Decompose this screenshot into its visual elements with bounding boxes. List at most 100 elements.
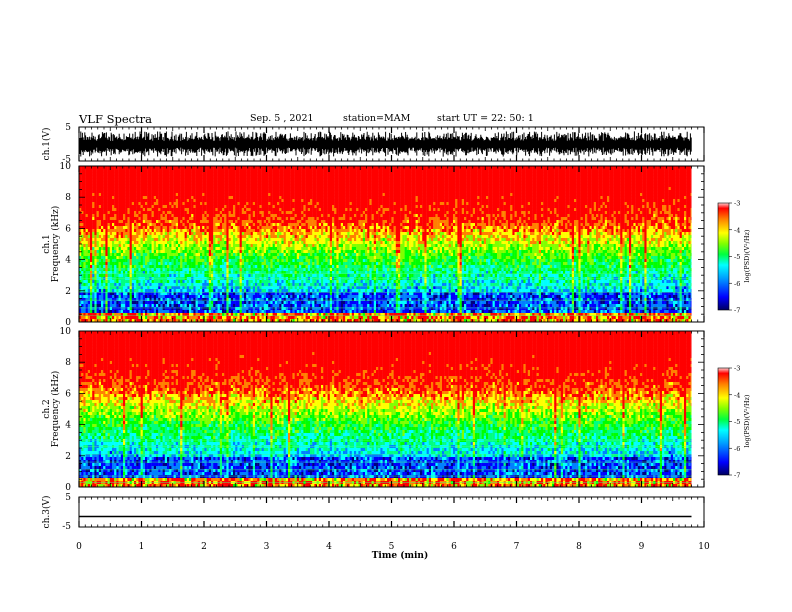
spectrogram-cell	[275, 193, 277, 196]
spectrogram-cell	[165, 283, 167, 286]
spectrogram-cell	[257, 301, 259, 304]
spectrogram-cell	[83, 205, 85, 208]
spectrogram-cell	[189, 262, 191, 265]
spectrogram-cell	[218, 238, 220, 241]
spectrogram-cell	[248, 316, 250, 319]
spectrogram-cell	[88, 238, 90, 241]
spectrogram-cell	[103, 175, 105, 178]
spectrogram-cell	[200, 196, 202, 199]
spectrogram-cell	[237, 190, 239, 193]
spectrogram-cell	[264, 232, 266, 235]
spectrogram-cell	[187, 253, 189, 256]
spectrogram-cell	[130, 187, 132, 190]
spectrogram-cell	[198, 280, 200, 283]
spectrogram-cell	[121, 199, 123, 202]
spectrogram-cell	[101, 265, 103, 268]
spectrogram-cell	[105, 301, 107, 304]
spectrogram-cell	[233, 208, 235, 211]
spectrogram-cell	[259, 295, 261, 298]
spectrogram-cell	[218, 190, 220, 193]
spectrogram-cell	[134, 283, 136, 286]
spectrogram-cell	[88, 247, 90, 250]
spectrogram-cell	[185, 298, 187, 301]
spectrogram-cell	[145, 259, 147, 262]
spectrogram-cell	[125, 280, 127, 283]
spectrogram-cell	[105, 235, 107, 238]
spectrogram-cell	[156, 244, 158, 247]
spectrogram-cell	[237, 223, 239, 226]
spectrogram-cell	[156, 265, 158, 268]
spectrogram-cell	[127, 187, 129, 190]
spectrogram-cell	[112, 217, 114, 220]
spectrogram-cell	[105, 217, 107, 220]
spectrogram-cell	[97, 247, 99, 250]
spectrogram-cell	[209, 169, 211, 172]
spectrogram-cell	[176, 283, 178, 286]
spectrogram-cell	[125, 256, 127, 259]
spectrogram-cell	[97, 274, 99, 277]
spectrogram-cell	[251, 307, 253, 310]
spectrogram-cell	[200, 217, 202, 220]
spectrogram-cell	[218, 265, 220, 268]
spectrogram-cell	[277, 241, 279, 244]
spectrogram-cell	[209, 307, 211, 310]
spectrogram-cell	[169, 256, 171, 259]
spectrogram-cell	[90, 247, 92, 250]
spectrogram-cell	[257, 280, 259, 283]
spectrogram-cell	[222, 307, 224, 310]
spectrogram-cell	[240, 199, 242, 202]
spectrogram-cell	[86, 265, 88, 268]
spectrogram-cell	[235, 286, 237, 289]
spectrogram-cell	[143, 226, 145, 229]
spectrogram-cell	[264, 301, 266, 304]
spectrogram-cell	[143, 265, 145, 268]
spectrogram-cell	[202, 193, 204, 196]
spectrogram-cell	[94, 175, 96, 178]
spectrogram-cell	[141, 307, 143, 310]
spectrogram-cell	[200, 289, 202, 292]
spectrogram-cell	[231, 220, 233, 223]
spectrogram-cell	[123, 175, 125, 178]
spectrogram-cell	[88, 301, 90, 304]
spectrogram-cell	[97, 265, 99, 268]
spectrogram-cell	[207, 229, 209, 232]
spectrogram-cell	[163, 298, 165, 301]
spectrogram-cell	[86, 220, 88, 223]
spectrogram-cell	[101, 208, 103, 211]
spectrogram-cell	[193, 265, 195, 268]
spectrogram-cell	[167, 223, 169, 226]
spectrogram-cell	[88, 316, 90, 319]
spectrogram-cell	[187, 232, 189, 235]
spectrogram-cell	[187, 226, 189, 229]
spectrogram-cell	[169, 226, 171, 229]
spectrogram-cell	[141, 268, 143, 271]
spectrogram-cell	[160, 178, 162, 181]
spectrogram-cell	[200, 202, 202, 205]
spectrogram-cell	[185, 238, 187, 241]
spectrogram-cell	[275, 244, 277, 247]
spectrogram-cell	[242, 244, 244, 247]
spectrogram-cell	[277, 256, 279, 259]
spectrogram-cell	[229, 169, 231, 172]
spectrogram-cell	[222, 253, 224, 256]
spectrogram-cell	[226, 280, 228, 283]
spectrogram-cell	[147, 259, 149, 262]
spectrogram-cell	[167, 205, 169, 208]
spectrogram-cell	[147, 232, 149, 235]
spectrogram-cell	[176, 217, 178, 220]
spectrogram-cell	[242, 208, 244, 211]
spectrogram-cell	[242, 286, 244, 289]
spectrogram-cell	[240, 286, 242, 289]
spectrogram-cell	[266, 214, 268, 217]
spectrogram-cell	[132, 253, 134, 256]
spectrogram-cell	[251, 235, 253, 238]
spectrogram-cell	[215, 256, 217, 259]
spectrogram-cell	[275, 220, 277, 223]
spectrogram-cell	[218, 298, 220, 301]
spectrogram-cell	[251, 265, 253, 268]
spectrogram-cell	[268, 232, 270, 235]
spectrogram-cell	[160, 298, 162, 301]
spectrogram-cell	[90, 295, 92, 298]
spectrogram-cell	[160, 226, 162, 229]
spectrogram-cell	[119, 211, 121, 214]
